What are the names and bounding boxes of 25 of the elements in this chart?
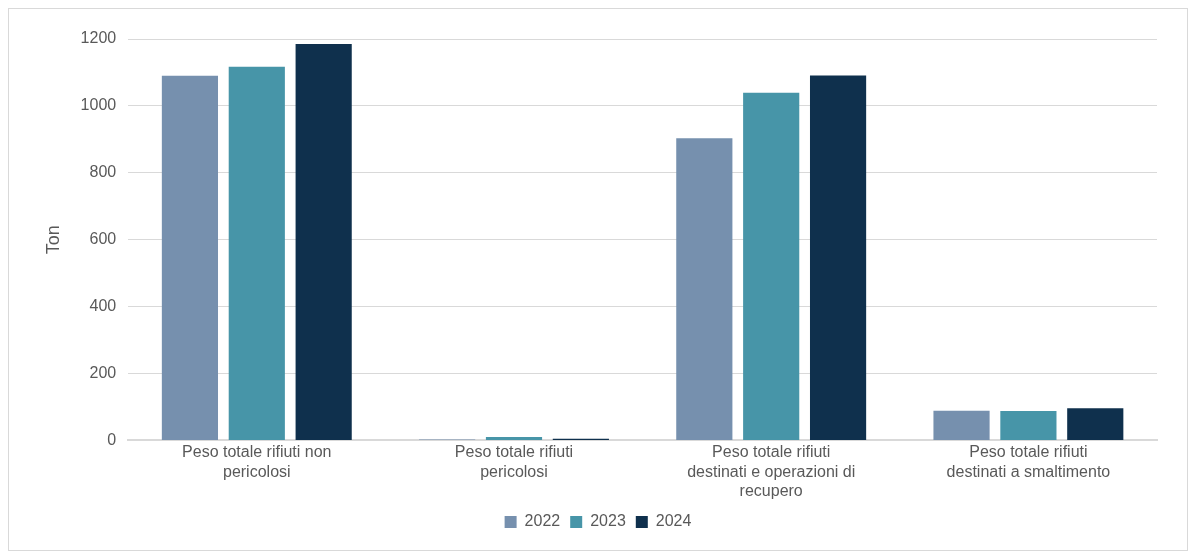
legend-label: 2023 — [590, 512, 626, 530]
y-tick-label: 0 — [107, 430, 117, 448]
x-tick-label: Peso totale rifiuti destinati e operazioni di recupero — [687, 443, 856, 499]
bar — [743, 92, 800, 440]
bar — [228, 66, 285, 440]
bar — [933, 410, 990, 440]
y-tick-label: 200 — [89, 363, 117, 381]
bar — [485, 437, 543, 440]
bar — [161, 75, 219, 440]
bar — [1000, 410, 1057, 440]
y-tick-label: 1000 — [80, 96, 117, 114]
y-tick-label: 800 — [89, 163, 117, 181]
x-tick-label: Peso totale rifiuti destinati a smaltimento — [946, 443, 1111, 480]
x-tick-label: Peso totale rifiuti pericolosi — [454, 443, 574, 480]
legend-label: 2022 — [524, 512, 561, 530]
y-axis-title: Ton — [42, 225, 63, 255]
bar — [295, 44, 352, 440]
bar — [809, 75, 867, 440]
legend-label: 2024 — [655, 512, 692, 530]
y-tick-label: 600 — [89, 230, 117, 248]
y-tick-label: 1200 — [80, 29, 117, 47]
y-tick-label: 400 — [89, 297, 117, 315]
x-tick-label: Peso totale rifiuti non pericolosi — [182, 443, 332, 480]
bar — [1067, 408, 1124, 440]
bar — [676, 138, 733, 440]
